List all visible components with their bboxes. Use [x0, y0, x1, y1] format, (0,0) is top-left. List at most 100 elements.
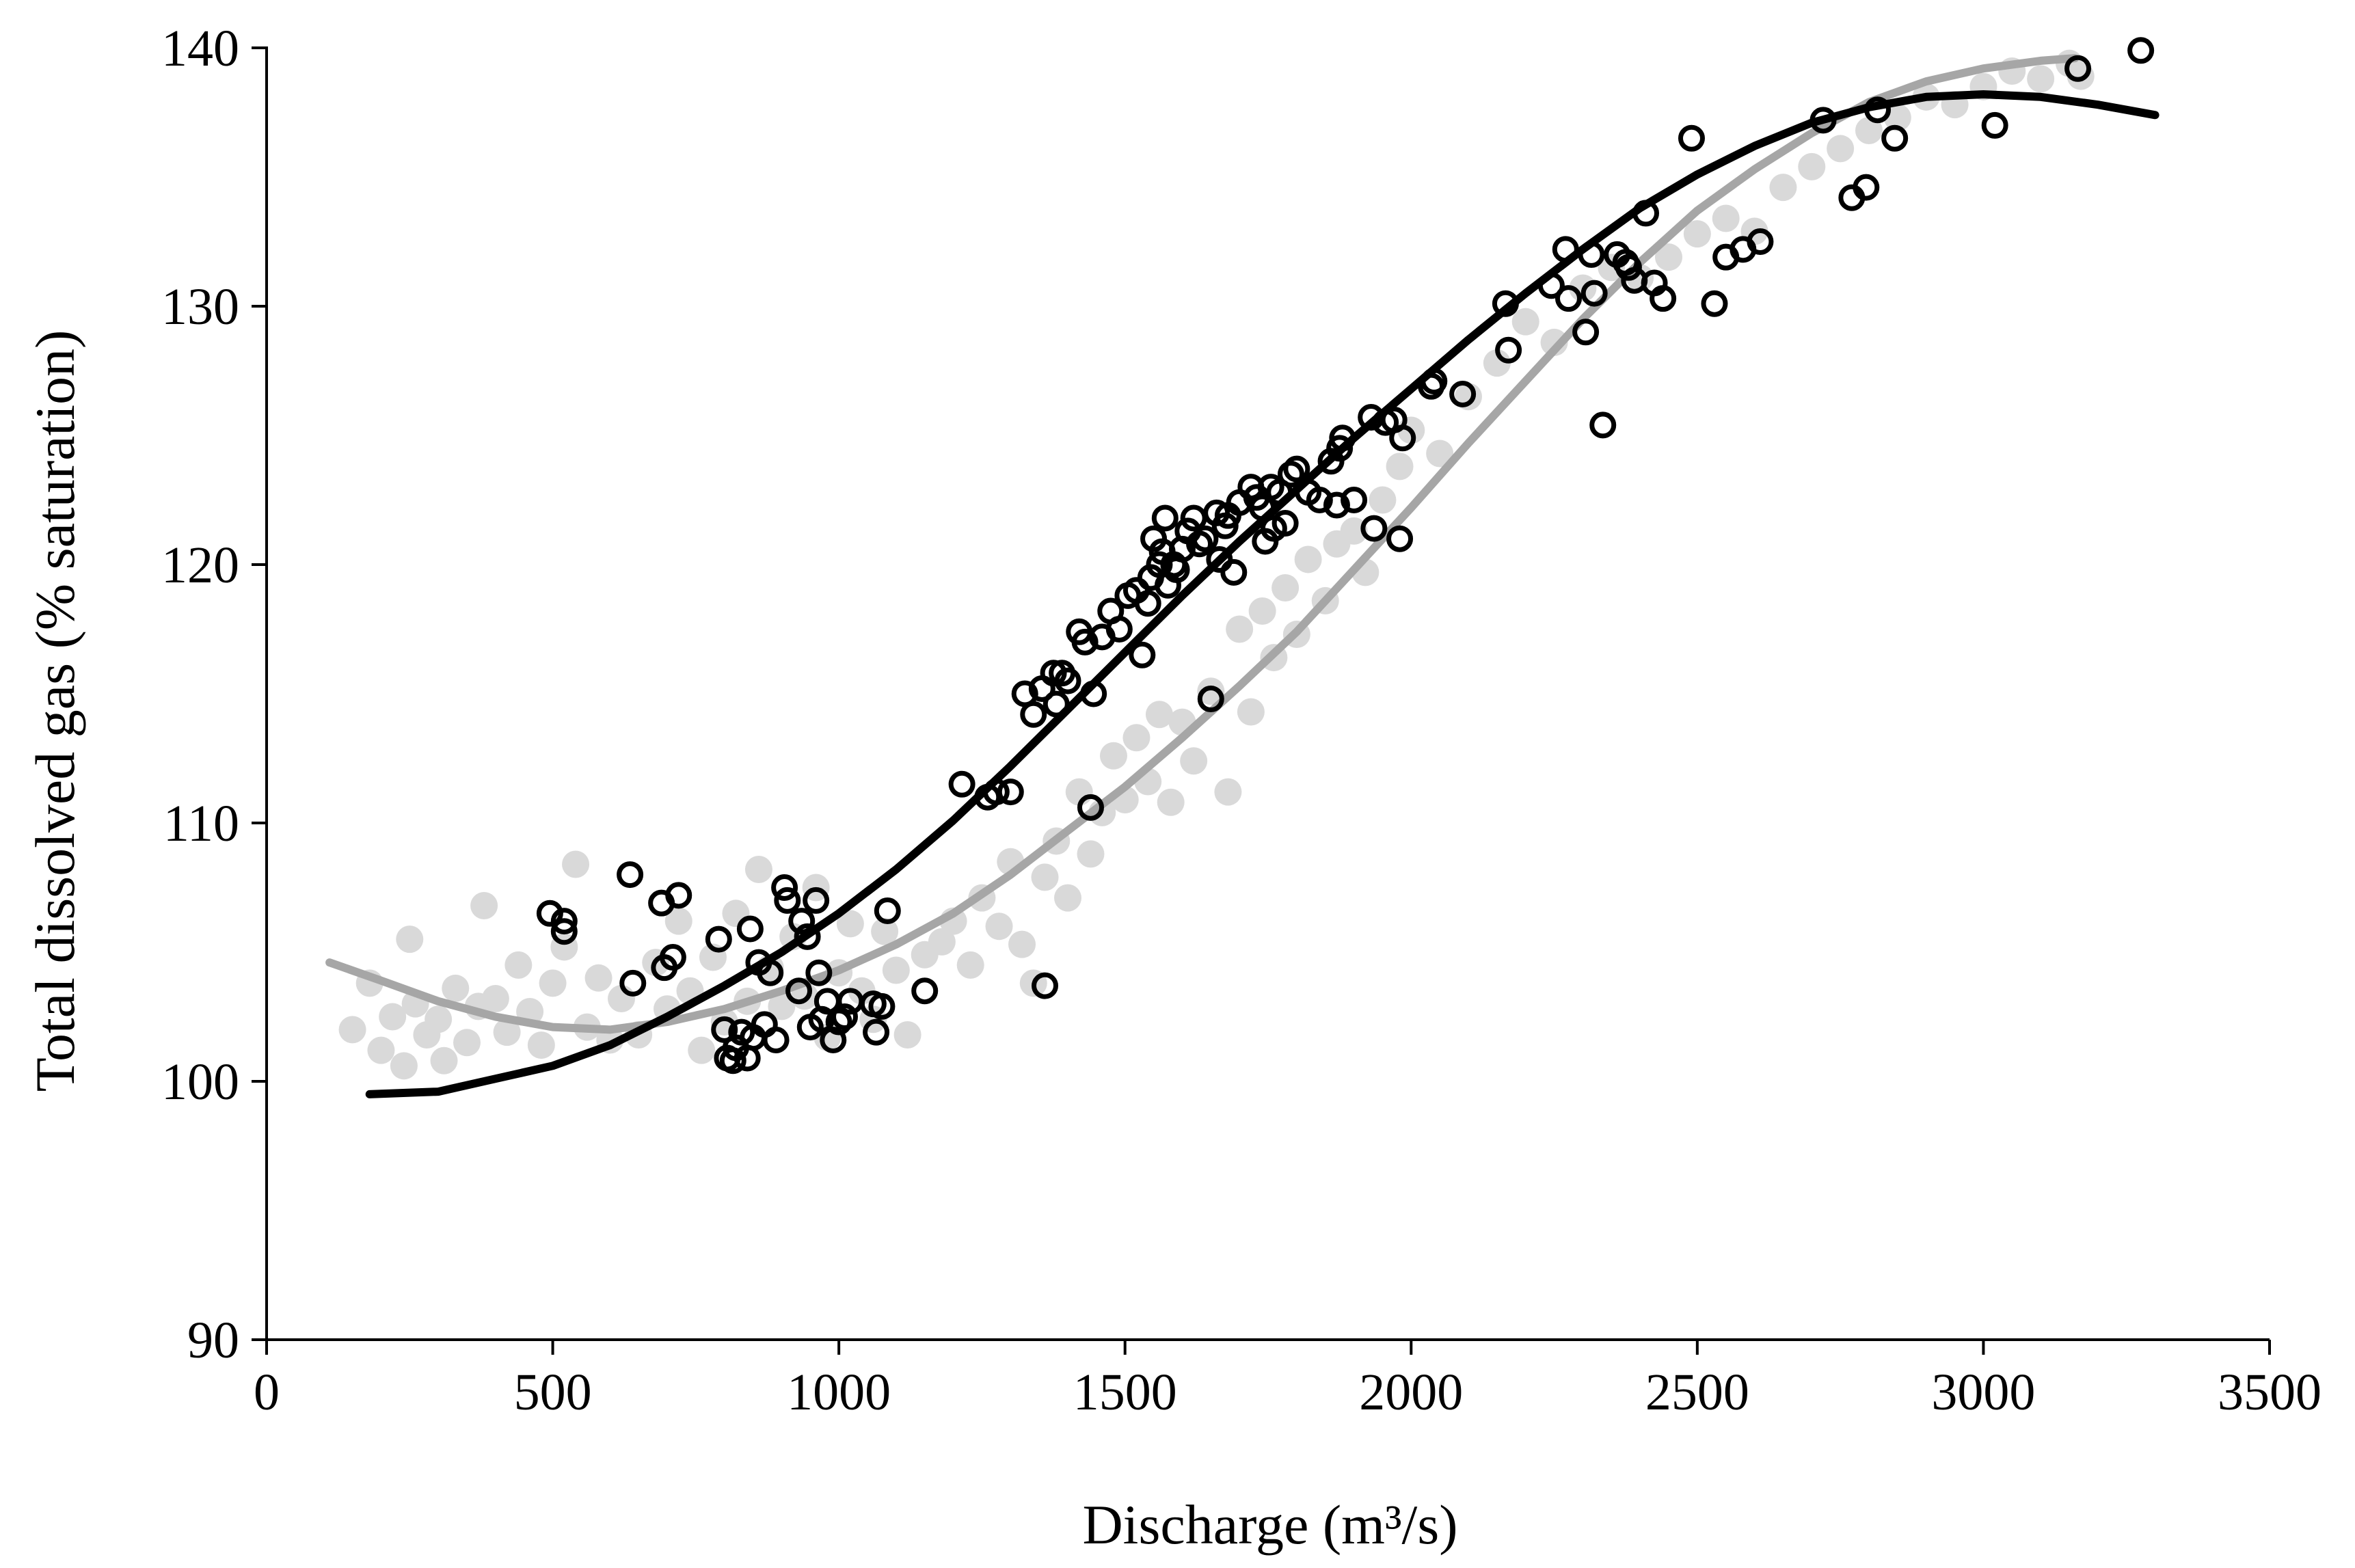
data-point-open: [1701, 290, 1728, 317]
data-point-open: [948, 770, 975, 798]
data-point-filled: [1426, 440, 1454, 468]
x-tick-label: 0: [254, 1364, 280, 1421]
x-tick-label: 2500: [1645, 1364, 1749, 1421]
data-point-open: [1151, 504, 1179, 532]
foreground-point-series: [536, 37, 2155, 1074]
data-point-filled: [1157, 788, 1185, 816]
data-point-open: [619, 969, 647, 997]
data-point-open: [1421, 368, 1448, 395]
data-point-open: [1492, 290, 1519, 317]
data-point-filled: [882, 956, 910, 984]
data-point-open: [1129, 641, 1156, 668]
data-point-filled: [442, 974, 470, 1002]
data-point-open: [1323, 491, 1350, 519]
data-point-open: [1386, 525, 1414, 552]
data-point-open: [1020, 701, 1047, 728]
data-point-filled: [1683, 220, 1711, 248]
data-point-open: [617, 861, 644, 889]
data-point-open: [550, 918, 578, 945]
data-point-open: [2064, 55, 2092, 82]
data-point-open: [1032, 972, 1059, 999]
data-point-filled: [893, 1020, 921, 1049]
y-tick-label: 140: [161, 20, 239, 77]
data-point-open: [1306, 487, 1333, 513]
data-point-open: [874, 897, 901, 925]
data-point-open: [805, 959, 833, 986]
data-point-open: [665, 882, 692, 909]
data-point-open: [705, 925, 732, 953]
data-point-open: [1197, 686, 1224, 713]
data-point-open: [1192, 525, 1219, 552]
data-point-open: [1206, 545, 1233, 573]
data-point-filled: [2027, 65, 2055, 93]
data-point-open: [736, 915, 764, 943]
data-point-open: [1220, 558, 1248, 586]
data-point-filled: [1712, 204, 1740, 232]
data-point-open: [868, 992, 896, 1020]
data-point-filled: [1077, 840, 1105, 868]
data-point-filled: [584, 964, 613, 992]
y-axis-title: Total dissolved gas (% saturation): [24, 330, 86, 1092]
data-point-filled: [1271, 574, 1300, 602]
x-tick-label: 1000: [787, 1364, 891, 1421]
data-point-filled: [1054, 884, 1081, 912]
data-point-filled: [1511, 308, 1539, 336]
data-point-filled: [956, 951, 984, 979]
data-point-filled: [1340, 517, 1368, 545]
data-point-filled: [1248, 597, 1276, 625]
data-point-filled: [1827, 135, 1855, 163]
data-point-open: [1555, 285, 1582, 312]
data-point-filled: [1655, 243, 1682, 271]
data-point-open: [1283, 455, 1310, 483]
data-point-open: [1329, 424, 1356, 452]
data-point-open: [794, 923, 821, 950]
data-point-open: [550, 908, 578, 935]
data-point-open: [1881, 124, 1909, 152]
data-point-open: [1134, 590, 1161, 617]
data-point-open: [1040, 660, 1067, 687]
data-point-filled: [562, 850, 590, 878]
data-point-filled: [1180, 747, 1208, 775]
data-point-open: [1632, 200, 1660, 227]
data-point-filled: [453, 1029, 481, 1057]
data-point-open: [788, 908, 816, 935]
y-tick-label: 130: [161, 278, 239, 336]
data-point-open: [1809, 107, 1837, 134]
data-point-filled: [338, 1016, 366, 1044]
data-point-open: [1981, 111, 2008, 139]
data-point-open: [719, 1047, 746, 1074]
data-point-open: [1105, 616, 1133, 643]
data-point-open: [1537, 272, 1565, 299]
data-point-filled: [539, 969, 567, 997]
data-point-open: [1360, 515, 1388, 542]
data-point-open: [911, 977, 939, 1005]
axes: [252, 46, 2271, 1355]
data-point-filled: [1145, 701, 1173, 729]
data-point-open: [982, 779, 1010, 806]
data-point-filled: [664, 907, 692, 935]
data-point-open: [1042, 690, 1070, 718]
data-point-open: [757, 959, 784, 986]
data-point-open: [1552, 236, 1579, 263]
data-point-open: [536, 900, 563, 927]
data-point-filled: [768, 992, 796, 1020]
data-point-open: [1071, 628, 1099, 655]
data-point-open: [1054, 667, 1081, 694]
data-point-filled: [722, 900, 750, 928]
data-point-filled: [390, 1052, 418, 1080]
data-point-filled: [1008, 930, 1036, 958]
x-tick-label: 2000: [1359, 1364, 1463, 1421]
data-point-filled: [367, 1036, 395, 1064]
data-point-open: [1077, 794, 1104, 821]
data-point-filled: [1294, 545, 1322, 573]
data-point-filled: [1769, 174, 1797, 202]
data-point-open: [1266, 478, 1293, 506]
data-point-filled: [688, 1036, 716, 1064]
data-point-open: [1747, 228, 1774, 255]
data-point-filled: [836, 910, 864, 938]
data-point-open: [771, 874, 798, 901]
data-point-open: [659, 944, 686, 971]
data-point-filled: [1214, 778, 1242, 806]
data-point-open: [1678, 124, 1705, 152]
